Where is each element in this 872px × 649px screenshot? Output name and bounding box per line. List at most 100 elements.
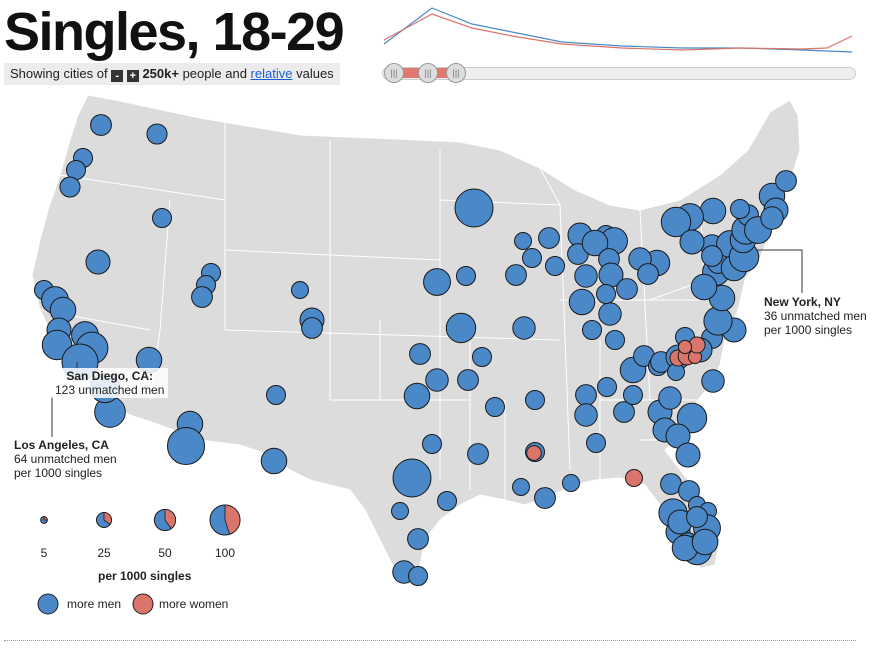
slider-track[interactable]: [382, 67, 856, 80]
city-bubble-men[interactable]: [701, 245, 723, 267]
city-bubble-men[interactable]: [598, 302, 622, 326]
city-bubble-women[interactable]: [526, 445, 542, 461]
city-bubble-men[interactable]: [90, 114, 112, 136]
city-bubble-men[interactable]: [423, 268, 451, 296]
legend-men-label: more men: [67, 597, 122, 611]
legend-women-label: more women: [159, 597, 229, 611]
sd-text: 123 unmatched men: [55, 383, 165, 397]
slider-handle-min[interactable]: |||: [384, 63, 404, 83]
city-bubble-men[interactable]: [403, 382, 431, 410]
city-bubble-men[interactable]: [522, 248, 542, 268]
city-bubble-men[interactable]: [152, 208, 172, 228]
city-bubble-men[interactable]: [512, 478, 530, 496]
city-bubble-men[interactable]: [514, 232, 532, 250]
legend-women-wedge: [164, 508, 176, 530]
city-bubble-men[interactable]: [730, 199, 750, 219]
controls-bar: Showing cities of - + 250k+ people and r…: [4, 63, 340, 85]
controls-prefix: Showing cities of: [10, 66, 108, 81]
city-bubble-men[interactable]: [574, 264, 598, 288]
city-bubble-men[interactable]: [472, 347, 492, 367]
city-bubble-men[interactable]: [575, 384, 597, 406]
city-bubble-men[interactable]: [512, 316, 536, 340]
la-line2: per 1000 singles: [14, 466, 103, 480]
city-bubble-men[interactable]: [146, 123, 168, 145]
city-bubble-men[interactable]: [85, 249, 111, 275]
city-bubble-men[interactable]: [422, 434, 442, 454]
city-bubble-men[interactable]: [407, 528, 429, 550]
city-bubble-men[interactable]: [291, 281, 309, 299]
bottom-divider: [4, 640, 856, 641]
city-bubble-men[interactable]: [596, 284, 616, 304]
city-bubble-men[interactable]: [703, 306, 733, 336]
ny-city: New York, NY: [764, 295, 841, 309]
city-bubble-men[interactable]: [391, 502, 409, 520]
city-bubble-men[interactable]: [538, 227, 560, 249]
age-range-slider[interactable]: ||| ||| |||: [380, 63, 856, 83]
legend-men-swatch: [37, 593, 59, 615]
city-bubble-men[interactable]: [457, 369, 479, 391]
city-bubble-men[interactable]: [623, 385, 643, 405]
city-bubble-men[interactable]: [582, 320, 602, 340]
legend-women-wedge: [224, 504, 241, 535]
city-bubble-men[interactable]: [409, 343, 431, 365]
city-bubble-men[interactable]: [660, 206, 692, 238]
legend-women-wedge: [103, 512, 112, 525]
city-bubble-men[interactable]: [485, 397, 505, 417]
city-bubbles: [34, 114, 797, 586]
city-bubble-men[interactable]: [266, 385, 286, 405]
increase-size-button[interactable]: +: [126, 70, 139, 82]
legend-label-100: 100: [214, 546, 236, 560]
city-bubble-men[interactable]: [597, 377, 617, 397]
slider-handle-mid[interactable]: |||: [418, 63, 438, 83]
city-bubble-men[interactable]: [699, 197, 727, 225]
city-bubble-men[interactable]: [586, 433, 606, 453]
city-bubble-men[interactable]: [675, 442, 701, 468]
city-bubble-men[interactable]: [454, 188, 494, 228]
slider-handle-max[interactable]: |||: [446, 63, 466, 83]
city-bubble-men[interactable]: [301, 317, 323, 339]
legend-label-50: 50: [158, 546, 172, 560]
city-bubble-men[interactable]: [605, 330, 625, 350]
los-angeles-callout: Los Angeles, CA 64 unmatched men per 100…: [14, 438, 117, 480]
city-bubble-men[interactable]: [658, 386, 682, 410]
city-bubble-men[interactable]: [425, 368, 449, 392]
city-bubble-men[interactable]: [467, 443, 489, 465]
city-bubble-men[interactable]: [616, 278, 638, 300]
city-bubble-men[interactable]: [760, 206, 784, 230]
city-bubble-men[interactable]: [260, 447, 288, 475]
city-bubble-men[interactable]: [59, 176, 81, 198]
decrease-size-button[interactable]: -: [111, 70, 124, 82]
women-trend-line: [383, 13, 853, 51]
city-bubble-women[interactable]: [625, 469, 643, 487]
legend-size-circles: [40, 504, 241, 536]
ny-line1: 36 unmatched men: [764, 309, 867, 323]
city-bubble-men[interactable]: [691, 528, 719, 556]
city-bubble-men[interactable]: [166, 426, 206, 466]
city-bubble-men[interactable]: [445, 312, 477, 344]
city-bubble-men[interactable]: [701, 369, 725, 393]
city-bubble-men[interactable]: [525, 390, 545, 410]
city-bubble-men[interactable]: [574, 403, 598, 427]
city-bubble-men[interactable]: [437, 491, 457, 511]
us-map: [31, 94, 803, 615]
city-bubble-men[interactable]: [581, 229, 609, 257]
city-bubble-men[interactable]: [456, 266, 476, 286]
relative-toggle-link[interactable]: relative: [250, 66, 293, 81]
city-bubble-men[interactable]: [613, 401, 635, 423]
city-bubble-men[interactable]: [534, 487, 556, 509]
city-bubble-men[interactable]: [408, 566, 428, 586]
city-bubble-men[interactable]: [562, 474, 580, 492]
city-bubble-men[interactable]: [568, 288, 596, 316]
legend-label-5: 5: [40, 546, 48, 560]
city-bubble-men[interactable]: [545, 256, 565, 276]
city-bubble-men[interactable]: [679, 229, 705, 255]
city-bubble-men[interactable]: [775, 170, 797, 192]
city-bubble-men[interactable]: [505, 264, 527, 286]
city-bubble-men[interactable]: [392, 458, 432, 498]
city-bubble-men[interactable]: [686, 506, 708, 528]
city-bubble-men[interactable]: [191, 286, 213, 308]
city-bubble-men[interactable]: [690, 273, 718, 301]
city-bubble-women[interactable]: [677, 339, 693, 355]
city-bubble-men[interactable]: [637, 263, 659, 285]
city-bubble-men[interactable]: [676, 402, 708, 434]
